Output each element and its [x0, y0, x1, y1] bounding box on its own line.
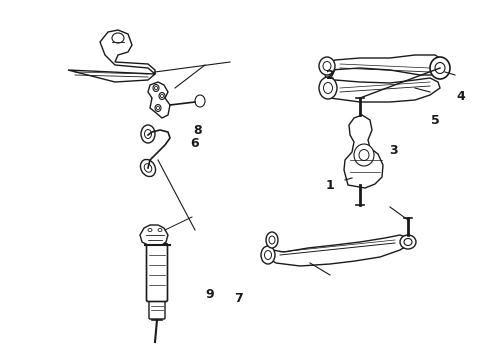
- Ellipse shape: [354, 144, 374, 166]
- Ellipse shape: [158, 229, 162, 231]
- Ellipse shape: [266, 232, 278, 248]
- FancyBboxPatch shape: [149, 299, 165, 319]
- Polygon shape: [148, 82, 170, 118]
- Text: 3: 3: [389, 144, 397, 157]
- Ellipse shape: [155, 104, 161, 112]
- FancyBboxPatch shape: [147, 243, 168, 302]
- Ellipse shape: [404, 239, 412, 246]
- Ellipse shape: [269, 236, 275, 244]
- Polygon shape: [325, 55, 445, 75]
- Text: 6: 6: [191, 136, 199, 149]
- Ellipse shape: [154, 86, 157, 90]
- Polygon shape: [344, 115, 383, 188]
- Text: 9: 9: [206, 288, 214, 302]
- Ellipse shape: [261, 246, 275, 264]
- Ellipse shape: [145, 130, 151, 139]
- Ellipse shape: [159, 93, 165, 99]
- Ellipse shape: [148, 229, 152, 231]
- Text: 8: 8: [194, 123, 202, 136]
- Text: 4: 4: [457, 90, 465, 103]
- Ellipse shape: [319, 77, 337, 99]
- Ellipse shape: [265, 251, 271, 260]
- Text: 1: 1: [326, 179, 334, 192]
- Ellipse shape: [161, 94, 164, 98]
- Ellipse shape: [141, 159, 155, 176]
- Text: 7: 7: [234, 292, 243, 305]
- Ellipse shape: [430, 57, 450, 79]
- Polygon shape: [265, 235, 410, 266]
- Ellipse shape: [156, 106, 160, 110]
- Ellipse shape: [144, 164, 152, 172]
- Ellipse shape: [112, 33, 124, 43]
- Ellipse shape: [195, 95, 205, 107]
- Text: 5: 5: [431, 113, 440, 126]
- Polygon shape: [325, 65, 335, 80]
- Ellipse shape: [319, 57, 335, 75]
- Polygon shape: [68, 30, 155, 82]
- Ellipse shape: [141, 125, 155, 143]
- Ellipse shape: [359, 149, 369, 161]
- Ellipse shape: [323, 62, 331, 71]
- Text: 2: 2: [326, 68, 334, 81]
- Polygon shape: [140, 225, 168, 245]
- Ellipse shape: [400, 235, 416, 249]
- Ellipse shape: [435, 63, 445, 73]
- Ellipse shape: [153, 85, 159, 91]
- Polygon shape: [325, 78, 440, 102]
- Ellipse shape: [323, 82, 333, 94]
